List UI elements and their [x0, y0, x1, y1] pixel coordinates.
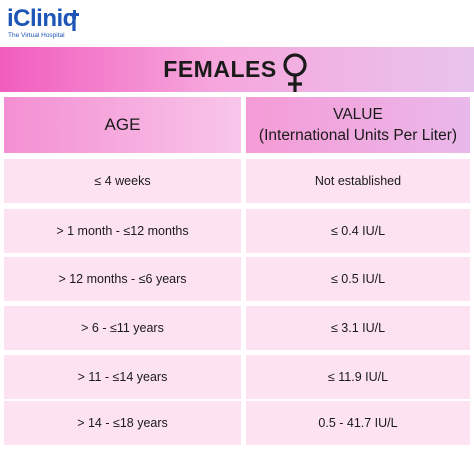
title-band: FEMALES	[0, 47, 474, 92]
header-age-label: AGE	[104, 115, 141, 134]
table-row-age: > 14 - ≤18 years	[4, 401, 241, 445]
table-row-age: ≤ 4 weeks	[4, 159, 241, 203]
logo-tagline: The Virtual Hospital	[8, 32, 65, 39]
table-row-value: ≤ 0.4 IU/L	[246, 209, 470, 253]
table-row-value: 0.5 - 41.7 IU/L	[246, 401, 470, 445]
header-value: VALUE (International Units Per Liter)	[246, 97, 470, 153]
table-row-value: Not established	[246, 159, 470, 203]
table-row-value: ≤ 3.1 IU/L	[246, 306, 470, 350]
page-title: FEMALES	[163, 56, 277, 82]
table-row-value: ≤ 11.9 IU/L	[246, 355, 470, 399]
logo-wordmark: iCliniq	[7, 5, 77, 32]
medical-cross-icon	[70, 10, 79, 19]
table-row-value: ≤ 0.5 IU/L	[246, 257, 470, 301]
table-row-age: > 11 - ≤14 years	[4, 355, 241, 399]
table-row-age: > 1 month - ≤12 months	[4, 209, 241, 253]
header-value-label: VALUE	[333, 106, 383, 123]
header-age: AGE	[4, 97, 241, 153]
header-value-unit: (International Units Per Liter)	[258, 127, 458, 144]
table-row-age: > 6 - ≤11 years	[4, 306, 241, 350]
female-symbol-icon	[283, 52, 307, 92]
logo: iCliniq The Virtual Hospital	[7, 6, 97, 40]
table-row-age: > 12 months - ≤6 years	[4, 257, 241, 301]
